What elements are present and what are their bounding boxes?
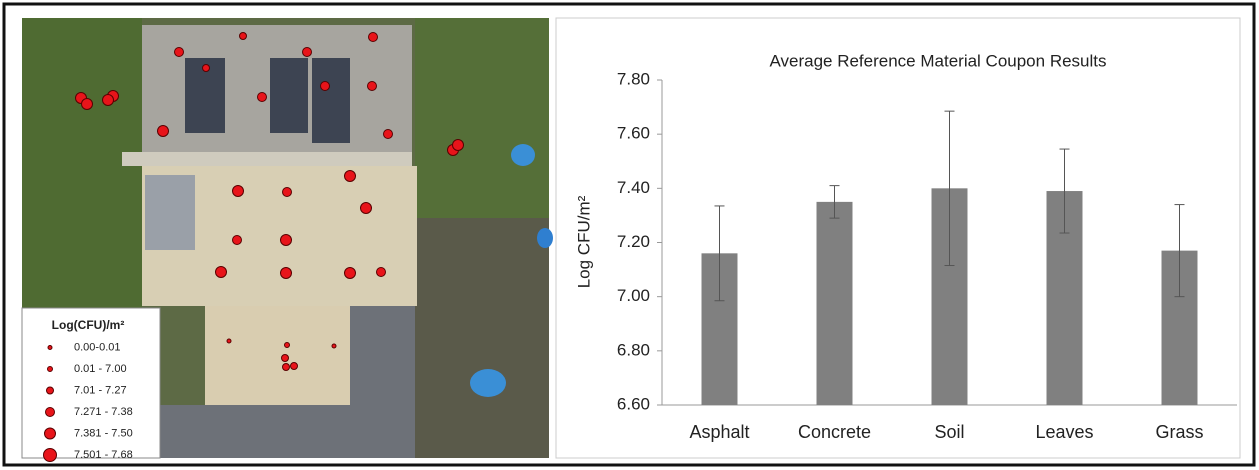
- map-point: [332, 344, 336, 348]
- legend-symbol: [47, 387, 54, 394]
- map-point: [377, 268, 386, 277]
- y-tick-label: 7.20: [617, 232, 650, 251]
- legend-label: 7.381 - 7.50: [74, 427, 133, 439]
- building: [145, 175, 195, 250]
- map-point: [216, 267, 227, 278]
- map-point: [321, 82, 330, 91]
- legend-title: Log(CFU)/m²: [52, 318, 125, 332]
- map: Log(CFU)/m² 0.00-0.01 0.01 - 7.00 7.01 - 7…: [22, 18, 553, 462]
- concrete-pad: [205, 306, 350, 418]
- map-point: [283, 188, 292, 197]
- x-tick-label: Asphalt: [689, 422, 749, 442]
- map-point: [361, 203, 372, 214]
- map-point: [227, 339, 231, 343]
- legend-label: 0.01 - 7.00: [74, 363, 127, 375]
- walkway: [122, 152, 412, 166]
- x-tick-label: Soil: [934, 422, 964, 442]
- legend-symbol: [44, 449, 57, 462]
- bar: [817, 202, 853, 405]
- y-tick-label: 7.40: [617, 178, 650, 197]
- map-point: [281, 268, 292, 279]
- map-point: [345, 171, 356, 182]
- map-point: [233, 236, 242, 245]
- pool: [537, 228, 553, 248]
- y-tick-label: 7.00: [617, 286, 650, 305]
- map-point: [281, 235, 292, 246]
- pool: [470, 369, 506, 397]
- x-tick-label: Leaves: [1035, 422, 1093, 442]
- asphalt-patch: [270, 58, 308, 133]
- map-point: [175, 48, 184, 57]
- y-tick-label: 6.80: [617, 340, 650, 359]
- map-point: [233, 186, 244, 197]
- map-point: [203, 65, 210, 72]
- chart-frame: [556, 18, 1240, 458]
- figure: Log(CFU)/m² 0.00-0.01 0.01 - 7.00 7.01 - 7…: [0, 0, 1259, 470]
- legend-symbol: [46, 408, 55, 417]
- y-tick-label: 7.80: [617, 69, 650, 88]
- y-axis-label: Log CFU/m²: [574, 195, 593, 288]
- chart-title: Average Reference Material Coupon Result…: [769, 51, 1106, 70]
- map-point: [303, 48, 312, 57]
- ground: [415, 218, 549, 458]
- x-tick-label: Grass: [1155, 422, 1203, 442]
- pool: [511, 144, 535, 166]
- legend-label: 7.271 - 7.38: [74, 406, 133, 418]
- legend-symbol: [48, 367, 53, 372]
- legend-label: 0.00-0.01: [74, 341, 120, 353]
- map-point: [282, 355, 289, 362]
- map-point: [82, 99, 93, 110]
- map-point: [240, 33, 247, 40]
- x-tick-label: Concrete: [798, 422, 871, 442]
- asphalt-patch: [312, 58, 350, 143]
- legend-symbol: [48, 346, 52, 350]
- map-point: [369, 33, 378, 42]
- legend-label: 7.501 - 7.68: [74, 449, 133, 461]
- map-point: [368, 82, 377, 91]
- y-tick-label: 6.60: [617, 394, 650, 413]
- page: Log(CFU)/m² 0.00-0.01 0.01 - 7.00 7.01 - 7…: [0, 0, 1259, 470]
- legend-symbol: [45, 428, 56, 439]
- legend-label: 7.01 - 7.27: [74, 384, 127, 396]
- map-point: [158, 126, 169, 137]
- map-point: [283, 364, 290, 371]
- map-point: [384, 130, 393, 139]
- y-tick-label: 7.60: [617, 124, 650, 143]
- map-point: [453, 140, 464, 151]
- vegetation: [415, 18, 549, 218]
- vegetation: [22, 18, 142, 318]
- map-point: [258, 93, 267, 102]
- road: [155, 405, 415, 458]
- map-point: [285, 343, 290, 348]
- map-point: [103, 95, 114, 106]
- map-point: [291, 363, 298, 370]
- map-point: [345, 268, 356, 279]
